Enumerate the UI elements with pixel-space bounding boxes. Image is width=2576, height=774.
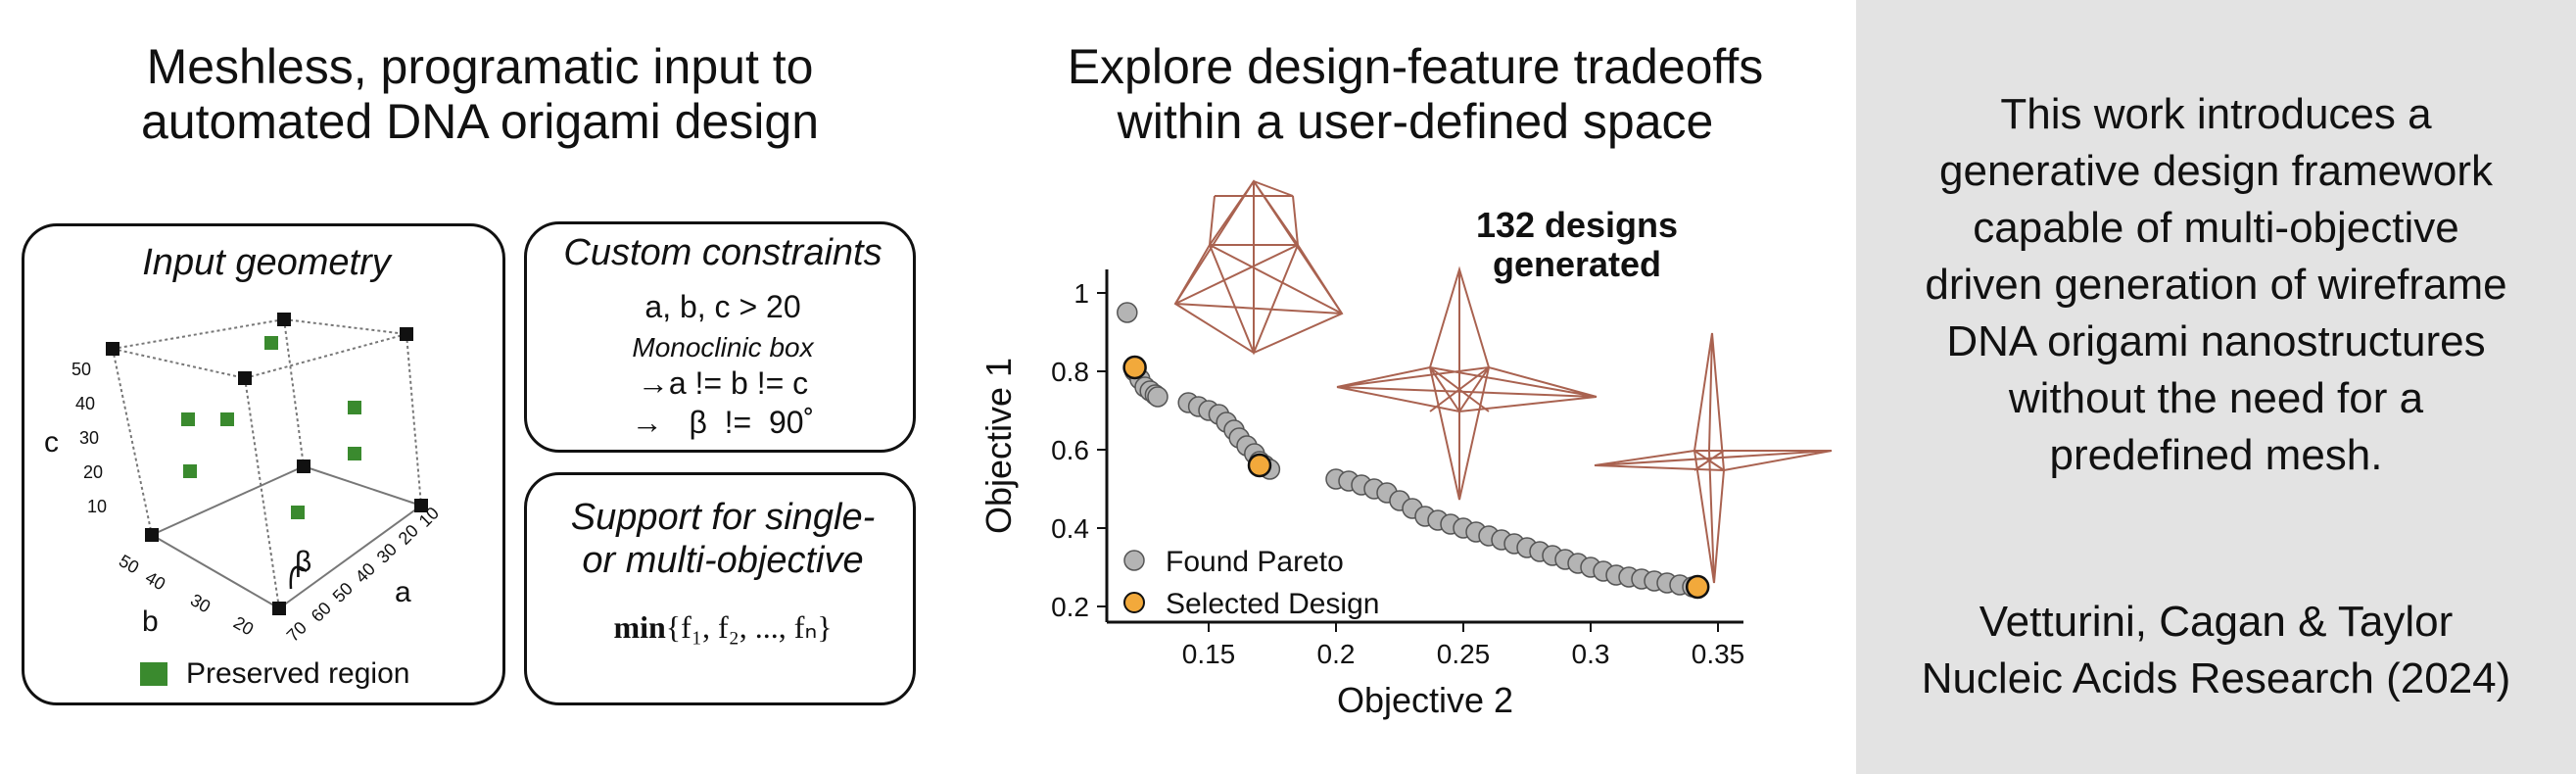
b-tick: 20	[230, 612, 257, 639]
summary-line: predefined mesh.	[2049, 431, 2383, 479]
left-title-line1: Meshless, programatic input to	[146, 39, 814, 94]
input-geometry-title: Input geometry	[142, 242, 391, 283]
legend-label: Preserved region	[186, 657, 409, 690]
a-tick: 70	[283, 618, 310, 646]
selected-design-point	[1685, 574, 1710, 600]
c-tick: 10	[87, 497, 107, 516]
axis-c-label: c	[44, 426, 59, 459]
found-pareto-point	[1147, 386, 1169, 408]
selected-design-point	[1122, 355, 1147, 380]
beta-angle-arc	[289, 565, 308, 590]
legend-selected-design-label: Selected Design	[1166, 588, 1379, 620]
vertex-marker	[297, 460, 310, 473]
vertex-marker	[238, 371, 252, 385]
summary-line: DNA origami nanostructures	[1946, 317, 2486, 365]
vertex-marker	[414, 499, 428, 512]
a-tick: 60	[308, 599, 335, 626]
x-axis-label: Objective 2	[1337, 680, 1513, 720]
vertex-marker	[145, 528, 159, 542]
x-tick-label: 0.25	[1437, 639, 1491, 669]
monoclinic-box-diagram: 50 40 30 20 10 c 50 40 30 20 b 70 60 50 …	[44, 313, 443, 690]
wireframe-structure-2	[1336, 266, 1598, 501]
c-tick: 30	[79, 428, 99, 448]
summary-line: capable of multi-objective	[1973, 204, 2459, 252]
formula-body: {f₁, f₂, ..., fₙ}	[665, 609, 833, 645]
designs-count-line1: 132 designs	[1476, 205, 1678, 245]
objective-title-line1: Support for single-	[570, 497, 876, 538]
a-tick: 20	[395, 521, 422, 549]
x-tick-label: 0.3	[1572, 639, 1610, 669]
constraints-title: Custom constraints	[563, 232, 883, 273]
y-tick-label: 0.6	[1051, 435, 1089, 465]
custom-constraints-panel: Custom constraints a, b, c > 20 Monoclin…	[524, 221, 916, 453]
citation-authors: Vetturini, Cagan & Taylor	[1979, 598, 2454, 646]
y-tick-label: 0.4	[1051, 513, 1089, 544]
found-pareto-point	[1117, 302, 1138, 323]
y-axis-label: Objective 1	[978, 358, 1019, 534]
selected-design-points	[1122, 355, 1710, 600]
preserved-region-markers	[181, 336, 361, 519]
constraint-line-2: →a != b != c	[637, 365, 809, 401]
c-tick: 50	[72, 360, 91, 379]
b-tick: 50	[116, 551, 142, 577]
constraints-subtitle: Monoclinic box	[632, 332, 814, 363]
objective-support-panel: Support for single- or multi-objective m…	[524, 472, 916, 705]
axis-b-label: b	[142, 605, 159, 638]
summary-line: generative design framework	[1939, 147, 2493, 195]
y-tick-label: 0.8	[1051, 357, 1089, 387]
wireframe-structure-1	[1173, 179, 1344, 356]
citation-journal: Nucleic Acids Research (2024)	[1921, 654, 2511, 702]
x-ticks: 0.15 0.2 0.25 0.3 0.35	[1182, 622, 1745, 669]
middle-title-line1: Explore design-feature tradeoffs	[1067, 39, 1764, 94]
axis-a-label: a	[395, 576, 411, 608]
x-tick-label: 0.35	[1692, 639, 1745, 669]
summary-line: without the need for a	[2008, 374, 2424, 422]
vertex-marker	[400, 327, 413, 341]
c-tick: 20	[83, 462, 103, 482]
y-tick-label: 1	[1073, 278, 1089, 309]
input-geometry-panel: Input geometry	[22, 223, 505, 705]
wireframe-structure-3	[1594, 332, 1833, 584]
legend-found-pareto-marker	[1123, 550, 1145, 571]
vertex-marker	[272, 602, 286, 615]
legend-swatch	[140, 662, 167, 686]
summary-line: driven generation of wireframe	[1925, 261, 2507, 309]
summary-panel: This work introduces a generative design …	[1856, 0, 2576, 774]
middle-title: Explore design-feature tradeoffs within …	[1024, 39, 1807, 149]
objective-title-line2: or multi-objective	[582, 540, 864, 581]
selected-design-point	[1247, 453, 1272, 478]
c-tick: 40	[75, 394, 95, 413]
b-tick: 30	[187, 590, 214, 616]
b-tick: 40	[142, 567, 168, 594]
legend-selected-design-marker	[1123, 592, 1145, 613]
left-title-line2: automated DNA origami design	[140, 94, 820, 149]
formula-min: min	[613, 609, 666, 645]
y-ticks: 0.2 0.4 0.6 0.8 1	[1051, 278, 1107, 622]
summary-line: This work introduces a	[2000, 90, 2432, 138]
legend-found-pareto-label: Found Pareto	[1166, 546, 1344, 578]
middle-title-line2: within a user-defined space	[1117, 94, 1714, 149]
vertex-marker	[106, 342, 119, 356]
designs-count-line2: generated	[1493, 244, 1661, 284]
a-tick: 50	[329, 579, 357, 606]
beta-angle-label: β	[295, 546, 311, 578]
vertex-marker	[277, 313, 291, 326]
pareto-scatter-chart: 0.15 0.2 0.25 0.3 0.35 0.2 0.4 0.6 0.8 1 Objecti…	[978, 179, 1833, 720]
a-tick: 40	[352, 559, 379, 587]
left-title: Meshless, programatic input to automated…	[29, 39, 930, 149]
x-tick-label: 0.2	[1317, 639, 1356, 669]
constraint-line-3: → β != 90˚	[631, 405, 815, 440]
constraint-line-1: a, b, c > 20	[644, 289, 801, 324]
a-tick: 30	[373, 540, 401, 567]
y-tick-label: 0.2	[1051, 592, 1089, 622]
x-tick-label: 0.15	[1182, 639, 1236, 669]
objective-formula: min{f₁, f₂, ..., fₙ}	[527, 608, 919, 646]
